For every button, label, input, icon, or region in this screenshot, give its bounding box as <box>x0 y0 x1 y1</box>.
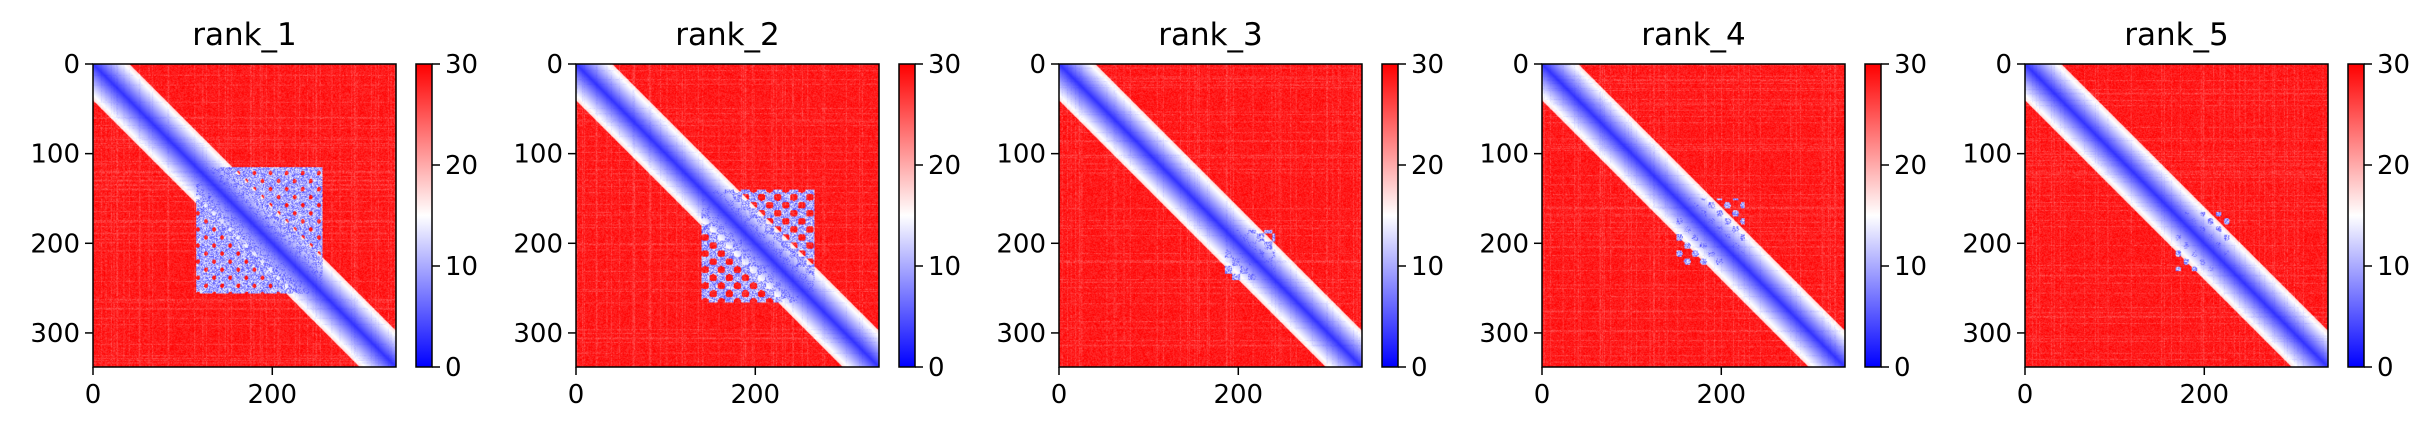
y-tick-label: 0 <box>1029 50 1046 80</box>
x-tick-label: 0 <box>85 380 102 410</box>
heatmap-panel-3: rank_3 0 100 200 300 0 200 0 10 20 30 <box>996 17 1444 410</box>
colorbar-tick-label: 20 <box>2377 151 2410 181</box>
colorbar-tick-label: 20 <box>1411 151 1444 181</box>
y-tick-label: 0 <box>546 50 563 80</box>
y-tick-label: 300 <box>1962 319 2012 349</box>
x-tick-label: 0 <box>1051 380 1068 410</box>
heatmap-image <box>1059 64 1362 367</box>
y-tick-label: 0 <box>1995 50 2012 80</box>
colorbar-tick-label: 0 <box>928 353 945 383</box>
heatmap-panel-1: rank_1 0 100 200 300 0 200 0 10 20 30 <box>30 17 478 410</box>
colorbar-tick-label: 30 <box>2377 50 2410 80</box>
heatmap-image <box>576 64 879 367</box>
colorbar-tick-label: 30 <box>1411 50 1444 80</box>
heatmap-image <box>93 64 396 367</box>
y-tick-label: 100 <box>513 140 563 170</box>
colorbar-tick-label: 0 <box>445 353 462 383</box>
x-tick-label: 200 <box>247 380 297 410</box>
colorbar <box>1381 63 1399 368</box>
x-tick-label: 200 <box>1696 380 1746 410</box>
heatmap-image <box>2025 64 2328 367</box>
heatmap-panel-2: rank_2 0 100 200 300 0 200 0 10 20 30 <box>513 17 961 410</box>
plot-frame <box>1058 63 1363 368</box>
colorbar <box>898 63 916 368</box>
colorbar-tick-label: 30 <box>1894 50 1927 80</box>
colorbar-tick-label: 10 <box>928 252 961 282</box>
panel-title: rank_3 <box>1158 17 1263 53</box>
colorbar-tick-label: 10 <box>2377 252 2410 282</box>
panel-title: rank_2 <box>675 17 780 53</box>
colorbar-tick-label: 0 <box>1411 353 1428 383</box>
panel-title: rank_1 <box>192 17 297 53</box>
y-tick-label: 200 <box>1479 229 1529 259</box>
colorbar-tick-label: 20 <box>445 151 478 181</box>
y-tick-label: 300 <box>30 319 80 349</box>
y-tick-label: 300 <box>1479 319 1529 349</box>
y-tick-label: 300 <box>513 319 563 349</box>
y-tick-label: 200 <box>996 229 1046 259</box>
colorbar-tick-label: 10 <box>1894 252 1927 282</box>
colorbar <box>2347 63 2365 368</box>
colorbar-tick-label: 0 <box>2377 353 2394 383</box>
y-tick-label: 100 <box>996 140 1046 170</box>
y-tick-label: 200 <box>513 229 563 259</box>
x-tick-label: 200 <box>730 380 780 410</box>
y-tick-label: 0 <box>1512 50 1529 80</box>
colorbar-tick-label: 0 <box>1894 353 1911 383</box>
y-tick-label: 0 <box>63 50 80 80</box>
y-tick-label: 100 <box>30 140 80 170</box>
heatmap-panel-5: rank_5 0 100 200 300 0 200 0 10 20 30 <box>1962 17 2410 410</box>
colorbar-tick-label: 10 <box>1411 252 1444 282</box>
x-tick-label: 0 <box>2017 380 2034 410</box>
heatmap-image <box>1542 64 1845 367</box>
plot-frame <box>2024 63 2329 368</box>
panel-title: rank_4 <box>1641 17 1746 53</box>
x-tick-label: 0 <box>568 380 585 410</box>
x-tick-label: 200 <box>2179 380 2229 410</box>
colorbar-tick-label: 30 <box>928 50 961 80</box>
y-tick-label: 300 <box>996 319 1046 349</box>
colorbar-tick-label: 20 <box>1894 151 1927 181</box>
panel-title: rank_5 <box>2124 17 2229 53</box>
y-tick-label: 200 <box>1962 229 2012 259</box>
plot-frame <box>1541 63 1846 368</box>
x-tick-label: 0 <box>1534 380 1551 410</box>
colorbar-tick-label: 20 <box>928 151 961 181</box>
plot-frame <box>575 63 880 368</box>
heatmap-panel-4: rank_4 0 100 200 300 0 200 0 10 20 30 <box>1479 17 1927 410</box>
plot-frame <box>92 63 397 368</box>
y-tick-label: 100 <box>1962 140 2012 170</box>
colorbar-tick-label: 30 <box>445 50 478 80</box>
colorbar <box>415 63 433 368</box>
y-tick-label: 100 <box>1479 140 1529 170</box>
x-tick-label: 200 <box>1213 380 1263 410</box>
colorbar-tick-label: 10 <box>445 252 478 282</box>
colorbar <box>1864 63 1882 368</box>
y-tick-label: 200 <box>30 229 80 259</box>
